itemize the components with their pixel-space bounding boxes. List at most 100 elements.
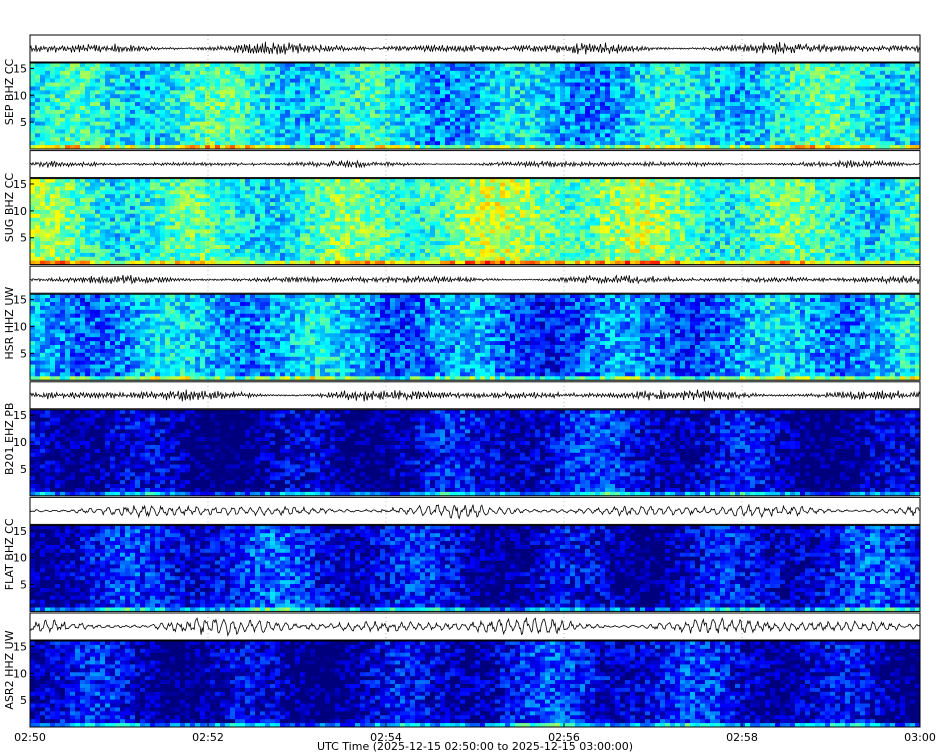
spectrogram-cell xyxy=(580,121,586,126)
spectrogram-cell xyxy=(435,63,441,68)
spectrogram-cell xyxy=(165,225,171,230)
spectrogram-cell xyxy=(360,121,366,126)
spectrogram-cell xyxy=(760,86,766,91)
spectrogram-cell xyxy=(130,252,136,258)
spectrogram-cell xyxy=(575,70,581,76)
spectrogram-cell xyxy=(885,66,891,72)
spectrogram-cell xyxy=(845,117,851,123)
spectrogram-cell xyxy=(245,229,251,234)
spectrogram-cell xyxy=(75,217,81,222)
spectrogram-cell xyxy=(175,74,181,80)
spectrogram-cell xyxy=(200,117,206,123)
spectrogram-cell xyxy=(530,137,536,142)
spectrogram-cell xyxy=(140,237,146,242)
spectrogram-cell xyxy=(70,241,76,246)
spectrogram-cell xyxy=(630,117,636,123)
spectrogram-cell xyxy=(250,237,256,242)
spectrogram-cell xyxy=(560,137,566,142)
spectrogram-cell xyxy=(415,121,421,126)
spectrogram-cell xyxy=(510,113,516,119)
spectrogram-cell xyxy=(600,74,606,80)
spectrogram-cell xyxy=(835,63,841,68)
spectrogram-cell xyxy=(315,98,321,103)
spectrogram-cell xyxy=(280,141,286,146)
spectrogram-cell xyxy=(490,113,496,119)
spectrogram-cell xyxy=(685,141,691,146)
spectrogram-cell xyxy=(120,98,126,103)
spectrogram-cell xyxy=(585,74,591,80)
spectrogram-cell xyxy=(360,86,366,91)
spectrogram-cell xyxy=(270,145,276,150)
spectrogram-cell xyxy=(215,98,221,103)
spectrogram-cell xyxy=(70,98,76,103)
spectrogram-cell xyxy=(120,141,126,146)
spectrogram-cell xyxy=(195,221,201,226)
spectrogram-cell xyxy=(40,202,46,207)
spectrogram-cell xyxy=(225,90,231,95)
spectrogram-cell xyxy=(140,137,146,142)
spectrogram-cell xyxy=(220,78,226,83)
spectrogram-cell xyxy=(895,125,901,130)
spectrogram-cell xyxy=(530,102,536,107)
spectrogram-cell xyxy=(335,86,341,91)
spectrogram-cell xyxy=(480,129,486,134)
spectrogram-cell xyxy=(360,133,366,138)
spectrogram-cell xyxy=(275,117,281,123)
spectrogram-cell xyxy=(125,137,131,142)
spectrogram-cell xyxy=(675,102,681,107)
spectrogram-cell xyxy=(80,198,86,203)
spectrogram-cell xyxy=(425,113,431,119)
spectrogram-cell xyxy=(625,78,631,83)
spectrogram-cell xyxy=(685,66,691,72)
spectrogram-cell xyxy=(610,109,616,115)
spectrogram-cell xyxy=(145,125,151,130)
spectrogram-cell xyxy=(280,70,286,76)
spectrogram-cell xyxy=(215,141,221,146)
spectrogram-cell xyxy=(655,141,661,146)
spectrogram-cell xyxy=(60,102,66,107)
spectrogram-cell xyxy=(50,260,56,265)
spectrogram-cell xyxy=(780,133,786,138)
spectrogram-cell xyxy=(895,82,901,87)
spectrogram-cell xyxy=(230,102,236,107)
spectrogram-cell xyxy=(510,63,516,68)
spectrogram-cell xyxy=(425,66,431,72)
spectrogram-cell xyxy=(490,129,496,134)
spectrogram-cell xyxy=(425,98,431,103)
spectrogram-cell xyxy=(495,125,501,130)
spectrogram-cell xyxy=(65,94,71,99)
spectrogram-cell xyxy=(705,129,711,134)
spectrogram-cell xyxy=(515,113,521,119)
spectrogram-cell xyxy=(125,113,131,119)
spectrogram-cell xyxy=(535,90,541,95)
spectrogram-cell xyxy=(145,194,151,199)
spectrogram-cell xyxy=(815,125,821,130)
spectrogram-cell xyxy=(185,221,191,226)
spectrogram-cell xyxy=(750,117,756,123)
spectrogram-cell xyxy=(190,233,196,238)
spectrogram-cell xyxy=(90,133,96,138)
spectrogram-cell xyxy=(865,78,871,83)
spectrogram-cell xyxy=(810,125,816,130)
spectrogram-cell xyxy=(220,109,226,115)
spectrogram-cell xyxy=(695,117,701,123)
spectrogram-cell xyxy=(350,113,356,119)
spectrogram-cell xyxy=(430,102,436,107)
spectrogram-cell xyxy=(235,94,241,99)
spectrogram-cell xyxy=(780,141,786,146)
spectrogram-cell xyxy=(95,82,101,87)
spectrogram-cell xyxy=(420,78,426,83)
spectrogram-cell xyxy=(440,145,446,150)
spectrogram-cell xyxy=(505,78,511,83)
spectrogram-cell xyxy=(70,209,76,215)
spectrogram-cell xyxy=(470,66,476,72)
spectrogram-cell xyxy=(175,221,181,226)
spectrogram-cell xyxy=(80,221,86,226)
spectrogram-cell xyxy=(45,94,51,99)
spectrogram-cell xyxy=(615,74,621,80)
spectrogram-cell xyxy=(675,113,681,119)
spectrogram-cell xyxy=(70,109,76,115)
spectrogram-cell xyxy=(225,121,231,126)
spectrogram-cell xyxy=(140,141,146,146)
spectrogram-cell xyxy=(875,86,881,91)
